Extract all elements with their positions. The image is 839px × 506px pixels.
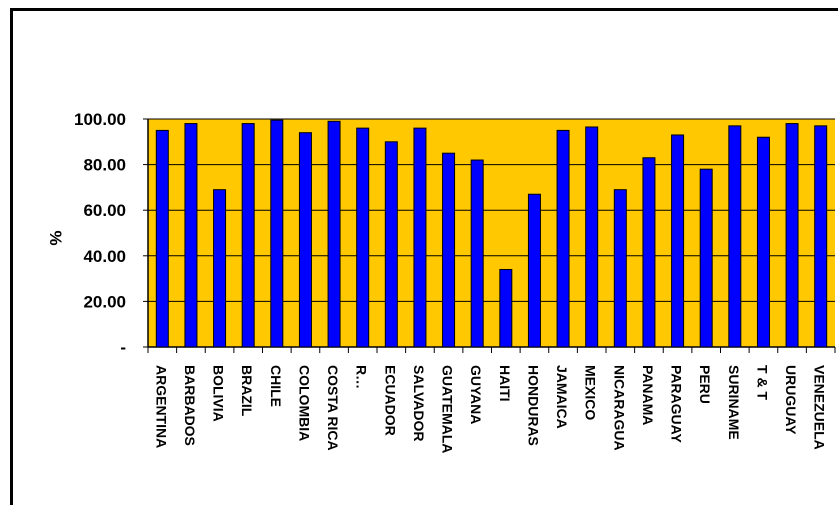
x-tick-label: URUGUAY	[783, 365, 799, 435]
x-tick-label: BARBADOS	[182, 365, 198, 446]
x-tick-label: GUATEMALA	[440, 365, 456, 453]
x-tick-label: CHILE	[268, 365, 284, 407]
bar	[585, 126, 599, 348]
x-tick-label: BOLIVIA	[211, 365, 227, 422]
bar	[298, 132, 312, 348]
y-tick-label: 60.00	[83, 201, 126, 220]
x-tick-label: PANAMA	[640, 365, 656, 425]
x-tick-label: ECUADOR	[382, 365, 398, 436]
bar	[270, 119, 284, 348]
bar	[241, 123, 255, 348]
x-tick-label: HONDURAS	[525, 365, 541, 446]
bar	[470, 159, 484, 348]
y-tick-label: 20.00	[83, 292, 126, 311]
x-tick-label: VENEZUELA	[812, 365, 828, 450]
y-axis-title: %	[46, 230, 65, 245]
bar	[213, 189, 227, 348]
bar	[384, 141, 398, 348]
y-tick-label: 100.00	[74, 110, 126, 129]
y-tick-label: -	[120, 338, 126, 357]
x-tick-label: HAITI	[497, 365, 513, 402]
plot-area	[148, 119, 835, 347]
bar	[671, 134, 685, 348]
x-tick-label: COSTA RICA	[325, 365, 341, 451]
x-tick-label: SURINAME	[726, 365, 742, 440]
x-tick-label: SALVADOR	[411, 365, 427, 441]
bar	[814, 125, 828, 348]
x-tick-label: ARGENTINA	[153, 365, 169, 448]
x-tick-label: JAMAICA	[554, 365, 570, 429]
bar	[613, 189, 627, 348]
bar	[527, 193, 541, 348]
bar	[327, 120, 341, 348]
bar	[728, 125, 742, 348]
x-tick-label: BRAZIL	[239, 365, 255, 417]
y-tick-label: 80.00	[83, 156, 126, 175]
bar	[155, 129, 169, 348]
x-tick-label: GUYANA	[468, 365, 484, 424]
bar	[699, 168, 713, 348]
x-tick-label: R…	[354, 365, 370, 389]
bar	[442, 152, 456, 348]
x-tick-label: PERU	[697, 365, 713, 404]
x-tick-label: MEXICO	[583, 365, 599, 420]
bar	[184, 123, 198, 348]
y-tick-label: 40.00	[83, 247, 126, 266]
x-tick-label: T & T	[754, 365, 770, 400]
bar	[556, 129, 570, 348]
x-tick-label: NICARAGUA	[611, 365, 627, 451]
x-tick-label: PARAGUAY	[669, 365, 685, 443]
bar	[356, 127, 370, 348]
bar	[413, 127, 427, 348]
bar	[756, 136, 770, 348]
bar	[785, 123, 799, 348]
bar	[499, 268, 513, 348]
bar	[642, 157, 656, 348]
x-tick-label: COLOMBIA	[296, 365, 312, 441]
